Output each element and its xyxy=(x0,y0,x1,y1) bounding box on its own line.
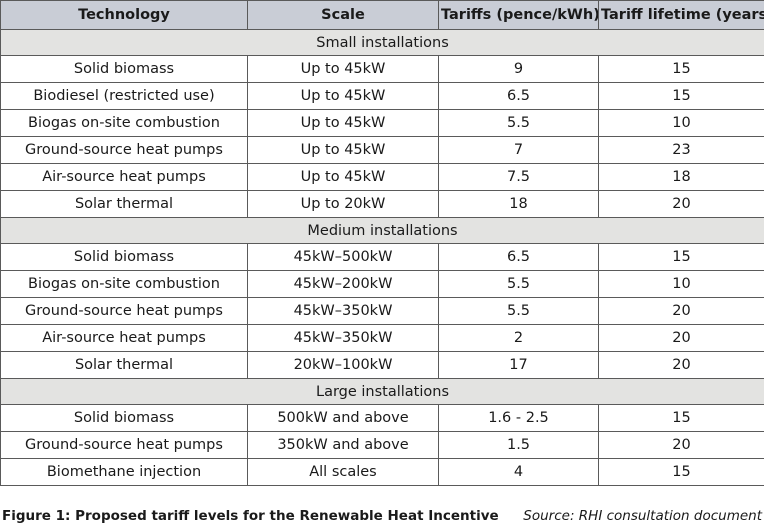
cell-scale: Up to 45kW xyxy=(247,109,439,137)
cell-lifetime: 15 xyxy=(598,82,764,110)
cell-scale: 45kW–200kW xyxy=(247,270,439,298)
cell-lifetime: 20 xyxy=(598,324,764,352)
cell-lifetime: 15 xyxy=(598,55,764,83)
cell-tariff: 1.6 - 2.5 xyxy=(438,404,599,432)
cell-scale: 45kW–500kW xyxy=(247,243,439,271)
cell-lifetime: 10 xyxy=(598,270,764,298)
cell-scale: Up to 45kW xyxy=(247,55,439,83)
cell-lifetime: 15 xyxy=(598,243,764,271)
cell-technology: Biogas on-site combustion xyxy=(0,270,248,298)
table-row: Air-source heat pumps Up to 45kW 7.5 18 xyxy=(0,163,764,191)
header-row: Technology Scale Tariffs (pence/kWh) Tar… xyxy=(0,0,764,30)
header-scale: Scale xyxy=(247,0,439,30)
cell-technology: Biogas on-site combustion xyxy=(0,109,248,137)
cell-tariff: 6.5 xyxy=(438,243,599,271)
cell-tariff: 18 xyxy=(438,190,599,218)
table-row: Solid biomass 500kW and above 1.6 - 2.5 15 xyxy=(0,404,764,432)
cell-scale: All scales xyxy=(247,458,439,486)
figure-source: Source: RHI consultation document xyxy=(523,508,762,524)
cell-technology: Solar thermal xyxy=(0,351,248,379)
header-tariffs: Tariffs (pence/kWh) xyxy=(438,0,599,30)
cell-lifetime: 23 xyxy=(598,136,764,164)
cell-tariff: 5.5 xyxy=(438,297,599,325)
table-row: Biodiesel (restricted use) Up to 45kW 6.5 1… xyxy=(0,82,764,110)
cell-technology: Solar thermal xyxy=(0,190,248,218)
cell-lifetime: 18 xyxy=(598,163,764,191)
table-row: Biogas on-site combustion Up to 45kW 5.5 10 xyxy=(0,109,764,137)
cell-tariff: 1.5 xyxy=(438,431,599,459)
table-row: Air-source heat pumps 45kW–350kW 2 20 xyxy=(0,324,764,352)
table-row: Solar thermal Up to 20kW 18 20 xyxy=(0,190,764,218)
cell-tariff: 5.5 xyxy=(438,109,599,137)
cell-technology: Air-source heat pumps xyxy=(0,163,248,191)
section-title: Medium installations xyxy=(0,217,764,244)
section-row: Large installations xyxy=(0,378,764,405)
cell-technology: Ground-source heat pumps xyxy=(0,297,248,325)
cell-lifetime: 20 xyxy=(598,297,764,325)
cell-lifetime: 15 xyxy=(598,458,764,486)
table-row: Solid biomass Up to 45kW 9 15 xyxy=(0,55,764,83)
section-row: Small installations xyxy=(0,29,764,56)
table-row: Biogas on-site combustion 45kW–200kW 5.5 10 xyxy=(0,270,764,298)
cell-tariff: 7.5 xyxy=(438,163,599,191)
cell-technology: Air-source heat pumps xyxy=(0,324,248,352)
cell-technology: Biodiesel (restricted use) xyxy=(0,82,248,110)
figure-title: Figure 1: Proposed tariff levels for the… xyxy=(2,508,499,524)
cell-scale: 500kW and above xyxy=(247,404,439,432)
cell-technology: Solid biomass xyxy=(0,243,248,271)
cell-scale: Up to 45kW xyxy=(247,82,439,110)
cell-tariff: 5.5 xyxy=(438,270,599,298)
header-lifetime: Tariff lifetime (years) xyxy=(598,0,764,30)
section-row: Medium installations xyxy=(0,217,764,244)
cell-tariff: 7 xyxy=(438,136,599,164)
table-header: Technology Scale Tariffs (pence/kWh) Tar… xyxy=(0,0,764,30)
cell-technology: Ground-source heat pumps xyxy=(0,431,248,459)
cell-scale: 350kW and above xyxy=(247,431,439,459)
table-row: Solar thermal 20kW–100kW 17 20 xyxy=(0,351,764,379)
section-title: Large installations xyxy=(0,378,764,405)
cell-technology: Solid biomass xyxy=(0,55,248,83)
cell-tariff: 17 xyxy=(438,351,599,379)
cell-tariff: 6.5 xyxy=(438,82,599,110)
cell-lifetime: 20 xyxy=(598,351,764,379)
cell-technology: Biomethane injection xyxy=(0,458,248,486)
table-row: Solid biomass 45kW–500kW 6.5 15 xyxy=(0,243,764,271)
cell-lifetime: 10 xyxy=(598,109,764,137)
table-row: Ground-source heat pumps 350kW and above 1… xyxy=(0,431,764,459)
cell-tariff: 9 xyxy=(438,55,599,83)
cell-tariff: 2 xyxy=(438,324,599,352)
table-row: Ground-source heat pumps 45kW–350kW 5.5 20 xyxy=(0,297,764,325)
cell-technology: Ground-source heat pumps xyxy=(0,136,248,164)
table-row: Ground-source heat pumps Up to 45kW 7 23 xyxy=(0,136,764,164)
table-row: Biomethane injection All scales 4 15 xyxy=(0,458,764,486)
cell-scale: Up to 45kW xyxy=(247,136,439,164)
figure-caption: Figure 1: Proposed tariff levels for the… xyxy=(0,505,764,527)
cell-lifetime: 15 xyxy=(598,404,764,432)
cell-scale: Up to 20kW xyxy=(247,190,439,218)
cell-technology: Solid biomass xyxy=(0,404,248,432)
cell-scale: 45kW–350kW xyxy=(247,324,439,352)
section-title: Small installations xyxy=(0,29,764,56)
tariff-table: Technology Scale Tariffs (pence/kWh) Tar… xyxy=(0,0,764,486)
header-technology: Technology xyxy=(0,0,248,30)
cell-lifetime: 20 xyxy=(598,190,764,218)
cell-scale: 45kW–350kW xyxy=(247,297,439,325)
cell-scale: 20kW–100kW xyxy=(247,351,439,379)
cell-tariff: 4 xyxy=(438,458,599,486)
cell-lifetime: 20 xyxy=(598,431,764,459)
cell-scale: Up to 45kW xyxy=(247,163,439,191)
table-body: Small installations Solid biomass Up to 45… xyxy=(0,29,764,486)
